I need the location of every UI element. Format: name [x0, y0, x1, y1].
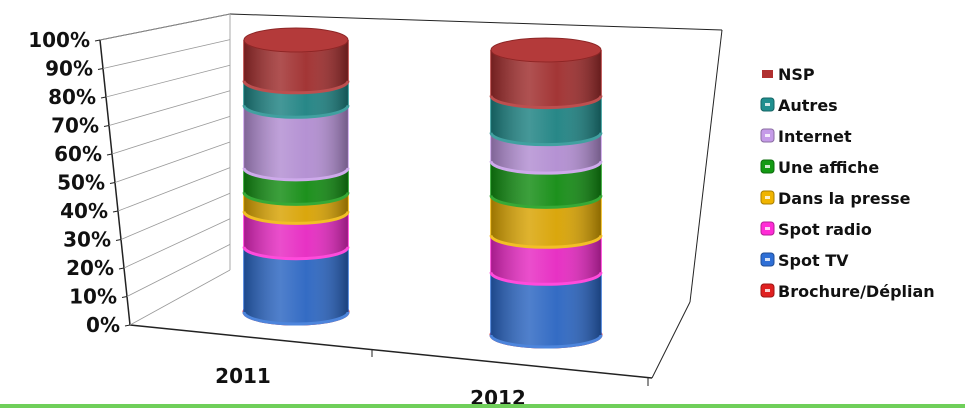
y-tick-mark-9 [97, 68, 104, 70]
back-wall [100, 14, 722, 378]
y-tick-label: 10% [69, 285, 117, 309]
bar-segment-2011-5 [242, 105, 350, 182]
y-tick-label: 90% [45, 57, 93, 81]
y-tick-mark-8 [100, 96, 107, 99]
y-tick-mark-3 [115, 239, 122, 241]
x-tick-labels: 2011 2012 [215, 350, 649, 408]
bar-segment-2012-2 [489, 235, 603, 286]
y-tick-label: 70% [51, 114, 99, 138]
y-tick-label: 0% [86, 313, 120, 337]
legend-item: Internet [760, 127, 852, 146]
legend-item: Dans la presse [760, 189, 911, 208]
y-tick-mark-2 [118, 267, 125, 270]
y-tick-labels: 0% 10% 20% 30% 40% 50% 60% 70% 80% 90% 100% [28, 28, 120, 337]
y-tick-label: 20% [66, 256, 114, 280]
y-tick-mark-5 [109, 182, 116, 184]
x-tick-label: 2011 [215, 364, 271, 388]
gridline-1 [126, 244, 231, 297]
legend-swatch [762, 70, 773, 78]
bar-segment-2012-3 [489, 195, 603, 249]
bottom-accent-strip [0, 404, 965, 408]
bar-segment-2012-6 [489, 95, 603, 147]
gridline-10 [99, 13, 231, 41]
y-tick-mark-7 [103, 125, 110, 127]
legend-item: Autres [760, 96, 838, 115]
gridline-6 [111, 116, 231, 155]
bar-segment-2011-1 [242, 246, 350, 326]
gridline-4 [117, 167, 231, 212]
legend-label: Spot TV [778, 251, 849, 270]
cylinder-top-cap-2012 [490, 37, 602, 63]
legend-label: Internet [778, 127, 852, 146]
y-tick-mark-0 [124, 324, 131, 327]
legend-label: Spot radio [778, 220, 872, 239]
floor-right-line [651, 301, 691, 379]
cylinder-2011 [242, 27, 350, 326]
bar-segment-2011-7 [242, 39, 350, 95]
legend-item: NSP [762, 65, 815, 84]
y-tick-mark-6 [106, 153, 113, 156]
x-tick-label: 2012 [470, 386, 526, 408]
gridline-8 [105, 64, 231, 98]
bar-segment-2011-6 [242, 80, 350, 119]
y-tick-label: 80% [48, 85, 96, 109]
y-tick-mark-10 [94, 39, 101, 42]
gridline-2 [123, 218, 231, 269]
legend-label: NSP [778, 65, 815, 84]
gridline-7 [108, 90, 231, 126]
bars-layer [242, 27, 603, 349]
y-gridlines [94, 13, 231, 327]
cylinder-2012 [489, 37, 603, 349]
bar-segment-2012-7 [489, 49, 603, 110]
legend-item: Spot TV [760, 251, 849, 270]
bar-segment-2011-4 [242, 167, 350, 206]
cylinder-top-cap-2011 [243, 27, 349, 53]
frame-line-back-top [229, 13, 723, 31]
y-tick-label: 60% [54, 142, 102, 166]
x-axis-line [129, 324, 653, 379]
legend-label: Une affiche [778, 158, 879, 177]
bar-segment-2012-1 [489, 272, 603, 349]
y-tick-mark-4 [112, 210, 119, 213]
legend-label: Dans la presse [778, 189, 911, 208]
frame-line-back-right [689, 29, 723, 303]
legend-item: Une affiche [760, 158, 879, 177]
legend: NSP Autres Internet Une affiche Dans la pres… [760, 65, 935, 301]
legend-item: Brochure/Déplian [760, 282, 935, 301]
y-tick-label: 100% [28, 28, 90, 52]
legend-label: Autres [778, 96, 838, 115]
y-tick-mark-1 [121, 296, 128, 298]
gridline-0 [129, 269, 231, 326]
legend-item: Spot radio [760, 220, 872, 239]
gridline-5 [114, 141, 231, 183]
y-tick-label: 30% [63, 228, 111, 252]
bar-segment-2012-5 [489, 132, 603, 175]
legend-label: Brochure/Déplian [778, 282, 935, 301]
y-tick-label: 40% [60, 199, 108, 223]
bar-segment-2011-3 [242, 192, 350, 225]
gridline-3 [120, 192, 231, 240]
y-tick-label: 50% [57, 171, 105, 195]
gridline-9 [102, 39, 231, 69]
